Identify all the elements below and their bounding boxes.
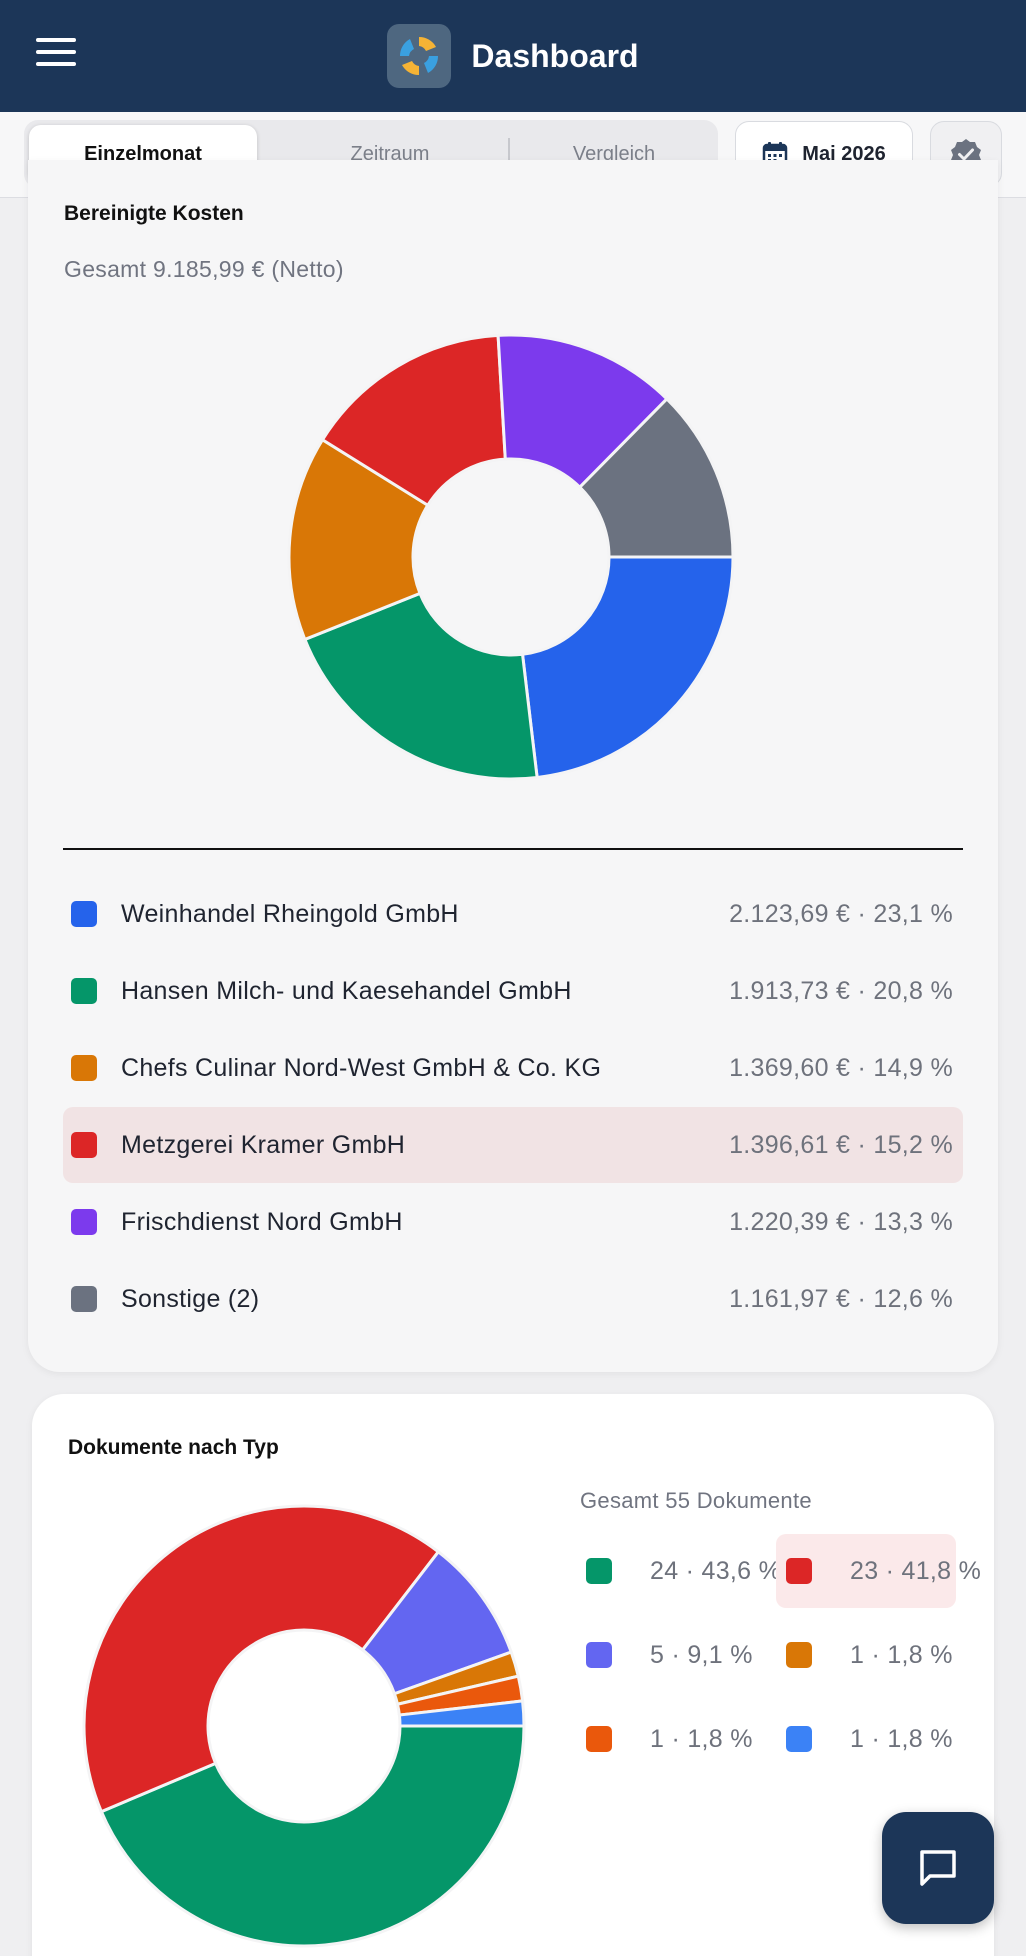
legend-value: 1 · 1,8 % — [650, 1724, 753, 1753]
legend-row[interactable]: Frischdienst Nord GmbH 1.220,39 € · 13,3 … — [63, 1184, 963, 1260]
donut-slice-0[interactable] — [520, 555, 735, 780]
legend-value: 1.161,97 € · 12,6 % — [729, 1284, 953, 1313]
legend-label: Metzgerei Kramer GmbH — [121, 1130, 406, 1159]
legend-row[interactable]: Hansen Milch- und Kaesehandel GmbH 1.913,… — [63, 953, 963, 1029]
legend-item[interactable]: 1 · 1,8 % — [776, 1702, 956, 1776]
legend-row[interactable]: Chefs Culinar Nord-West GmbH & Co. KG 1.3… — [63, 1030, 963, 1106]
legend-swatch — [786, 1726, 812, 1752]
legend-item[interactable]: 1 · 1,8 % — [776, 1618, 956, 1692]
legend-swatch — [786, 1642, 812, 1668]
costs-total: Gesamt 9.185,99 € (Netto) — [64, 256, 344, 282]
legend-item[interactable]: 24 · 43,6 % — [576, 1534, 781, 1608]
legend-swatch — [71, 1132, 97, 1158]
legend-value: 24 · 43,6 % — [650, 1556, 782, 1585]
legend-value: 5 · 9,1 % — [650, 1640, 753, 1669]
month-picker-label: Mai 2026 — [802, 142, 886, 165]
legend-value: 1.396,61 € · 15,2 % — [729, 1130, 953, 1159]
donut-slice-5[interactable] — [397, 1699, 526, 1728]
documents-donut-chart — [82, 1504, 526, 1948]
divider — [63, 848, 963, 850]
legend-swatch — [71, 1209, 97, 1235]
documents-card: Dokumente nach Typ Gesamt 55 Dokumente 2… — [32, 1394, 994, 1956]
legend-value: 1.369,60 € · 14,9 % — [729, 1053, 953, 1082]
legend-value: 1 · 1,8 % — [850, 1724, 953, 1753]
legend-swatch — [586, 1642, 612, 1668]
legend-swatch — [71, 1055, 97, 1081]
hamburger-menu-icon[interactable] — [36, 38, 76, 70]
legend-item[interactable]: 23 · 41,8 % — [776, 1534, 981, 1608]
brand: Dashboard — [387, 24, 639, 88]
legend-value: 1 · 1,8 % — [850, 1640, 953, 1669]
costs-donut-chart — [287, 333, 735, 781]
donut-slice-2[interactable] — [287, 437, 430, 642]
donut-slice-4[interactable] — [496, 333, 669, 490]
legend-item[interactable]: 1 · 1,8 % — [576, 1702, 756, 1776]
documents-card-title: Dokumente nach Typ — [68, 1436, 279, 1459]
legend-value: 2.123,69 € · 23,1 % — [729, 899, 953, 928]
costs-card-title: Bereinigte Kosten — [64, 202, 244, 225]
app-logo-icon — [387, 24, 452, 88]
costs-card: Bereinigte Kosten Gesamt 9.185,99 € (Net… — [28, 160, 998, 1372]
legend-row[interactable]: Metzgerei Kramer GmbH 1.396,61 € · 15,2 % — [63, 1107, 963, 1183]
donut-slice-1[interactable] — [302, 591, 539, 781]
legend-label: Sonstige (2) — [121, 1284, 260, 1313]
documents-total: Gesamt 55 Dokumente — [580, 1488, 812, 1513]
legend-swatch — [71, 1286, 97, 1312]
tab-vergleich[interactable]: Vergleich — [572, 142, 656, 165]
legend-row[interactable]: Weinhandel Rheingold GmbH 2.123,69 € · 23… — [63, 876, 963, 952]
donut-slice-5[interactable] — [577, 396, 735, 559]
legend-value: 1.913,73 € · 20,8 % — [729, 976, 953, 1005]
tab-zeitraum[interactable]: Zeitraum — [350, 142, 430, 165]
donut-slice-1[interactable] — [82, 1504, 441, 1814]
chat-button[interactable] — [882, 1812, 994, 1924]
chat-icon — [920, 1850, 956, 1886]
legend-label: Hansen Milch- und Kaesehandel GmbH — [121, 976, 572, 1005]
legend-swatch — [586, 1558, 612, 1584]
legend-label: Frischdienst Nord GmbH — [121, 1207, 403, 1236]
donut-slice-0[interactable] — [99, 1724, 526, 1948]
legend-value: 1.220,39 € · 13,3 % — [729, 1207, 953, 1236]
legend-value: 23 · 41,8 % — [850, 1556, 982, 1585]
legend-label: Weinhandel Rheingold GmbH — [121, 899, 459, 928]
legend-swatch — [71, 978, 97, 1004]
legend-item[interactable]: 5 · 9,1 % — [576, 1618, 756, 1692]
donut-slice-3[interactable] — [320, 333, 507, 508]
legend-row[interactable]: Sonstige (2) 1.161,97 € · 12,6 % — [63, 1261, 963, 1337]
page-title: Dashboard — [471, 37, 639, 74]
legend-swatch — [586, 1726, 612, 1752]
legend-swatch — [786, 1558, 812, 1584]
top-bar: Dashboard — [0, 0, 1026, 112]
legend-label: Chefs Culinar Nord-West GmbH & Co. KG — [121, 1053, 602, 1082]
tab-divider — [508, 138, 510, 170]
legend-swatch — [71, 901, 97, 927]
